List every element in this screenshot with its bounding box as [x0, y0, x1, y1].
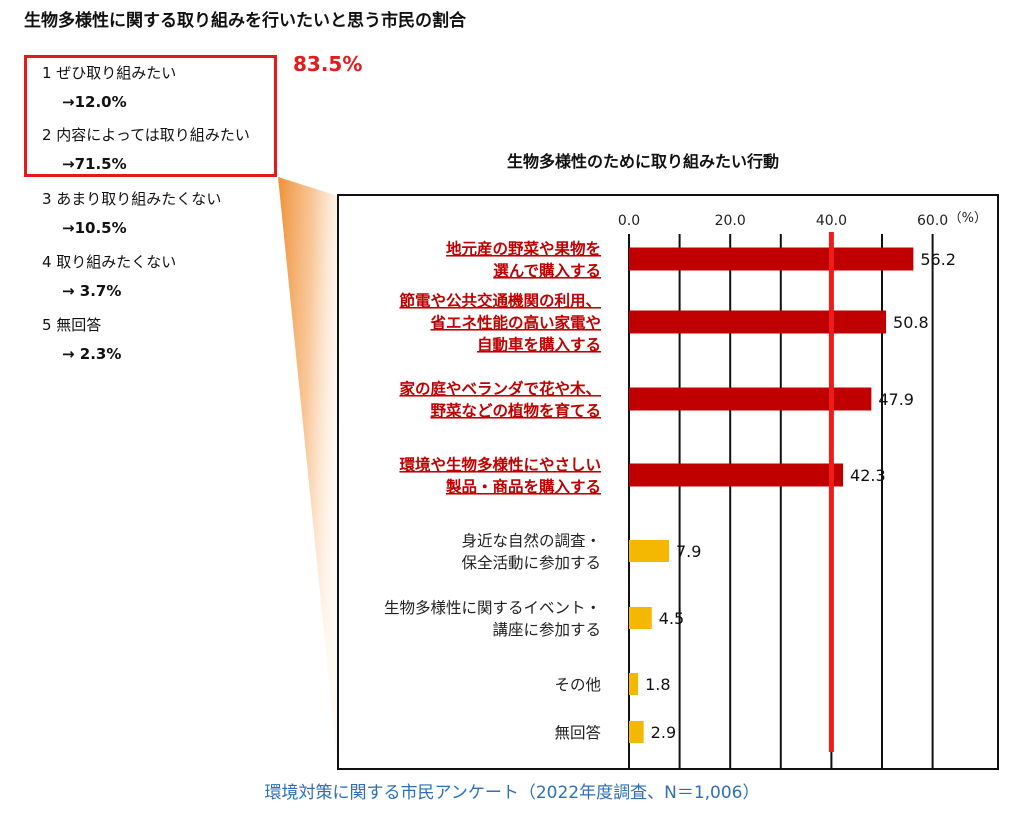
- x-tick-label: 40.0: [816, 213, 847, 229]
- option-value-2: →71.5%: [62, 155, 127, 173]
- value-label: 56.2: [920, 250, 956, 269]
- value-label: 7.9: [676, 542, 701, 561]
- category-label: その他: [554, 676, 601, 694]
- value-label: 47.9: [878, 390, 914, 409]
- value-label: 1.8: [645, 675, 670, 694]
- option-label-1: 1 ぜひ取り組みたい: [42, 64, 177, 82]
- option-label-5: 5 無回答: [42, 316, 102, 334]
- highlight-value: 83.5%: [293, 52, 363, 76]
- option-value-4: → 3.7%: [62, 282, 122, 300]
- x-tick-label: 20.0: [715, 213, 746, 229]
- bar: [629, 540, 669, 562]
- category-label: 節電や公共交通機関の利用、: [399, 291, 601, 310]
- category-label: 野菜などの植物を育てる: [430, 401, 601, 420]
- category-label: 省エネ性能の高い家電や: [429, 313, 601, 332]
- highlight-box: [24, 55, 277, 177]
- chart-frame: 0.0 20.0 40.0 60.0 （%） 56.2 地元産の野菜や果物を選んで購入する 5…: [337, 194, 999, 770]
- bar: [629, 721, 644, 743]
- category-label: 身近な自然の調査・: [461, 532, 601, 550]
- value-label: 42.3: [850, 466, 886, 485]
- page-title: 生物多様性に関する取り組みを行いたいと思う市民の割合: [24, 11, 466, 31]
- option-value-5: → 2.3%: [62, 345, 122, 363]
- category-label: 生物多様性に関するイベント・: [384, 599, 601, 617]
- value-label: 4.5: [659, 609, 684, 628]
- category-label: 地元産の野菜や果物を: [446, 239, 601, 258]
- value-label: 50.8: [893, 313, 929, 332]
- option-label-4: 4 取り組みたくない: [42, 253, 177, 271]
- option-label-2: 2 内容によっては取り組みたい: [42, 126, 250, 144]
- bar: [629, 387, 872, 411]
- category-label: 製品・商品を購入する: [445, 477, 601, 496]
- option-label-3: 3 あまり取り組みたくない: [42, 190, 222, 208]
- bar: [629, 607, 652, 629]
- bar: [629, 673, 639, 695]
- category-label: 無回答: [554, 724, 601, 742]
- value-label: 2.9: [651, 723, 676, 742]
- option-value-1: →12.0%: [62, 93, 127, 111]
- bar: [629, 247, 914, 271]
- bar: [629, 310, 887, 334]
- category-label: 家の庭やベランダで花や木、: [399, 379, 601, 398]
- category-label: 講座に参加する: [492, 621, 601, 639]
- category-label: 保全活動に参加する: [461, 554, 601, 572]
- x-tick-label: 0.0: [618, 213, 640, 229]
- option-value-3: →10.5%: [62, 219, 127, 237]
- unit-label: （%）: [949, 211, 987, 226]
- category-label: 選んで購入する: [493, 262, 601, 280]
- category-label: 環境や生物多様性にやさしい: [399, 455, 601, 474]
- chart-heading: 生物多様性のために取り組みたい行動: [507, 152, 780, 171]
- bar: [629, 463, 844, 487]
- x-tick-label: 60.0: [917, 213, 948, 229]
- category-label: 自動車を購入する: [477, 335, 601, 354]
- footnote: 環境対策に関する市民アンケート（2022年度調査、N＝1,006）: [264, 783, 760, 803]
